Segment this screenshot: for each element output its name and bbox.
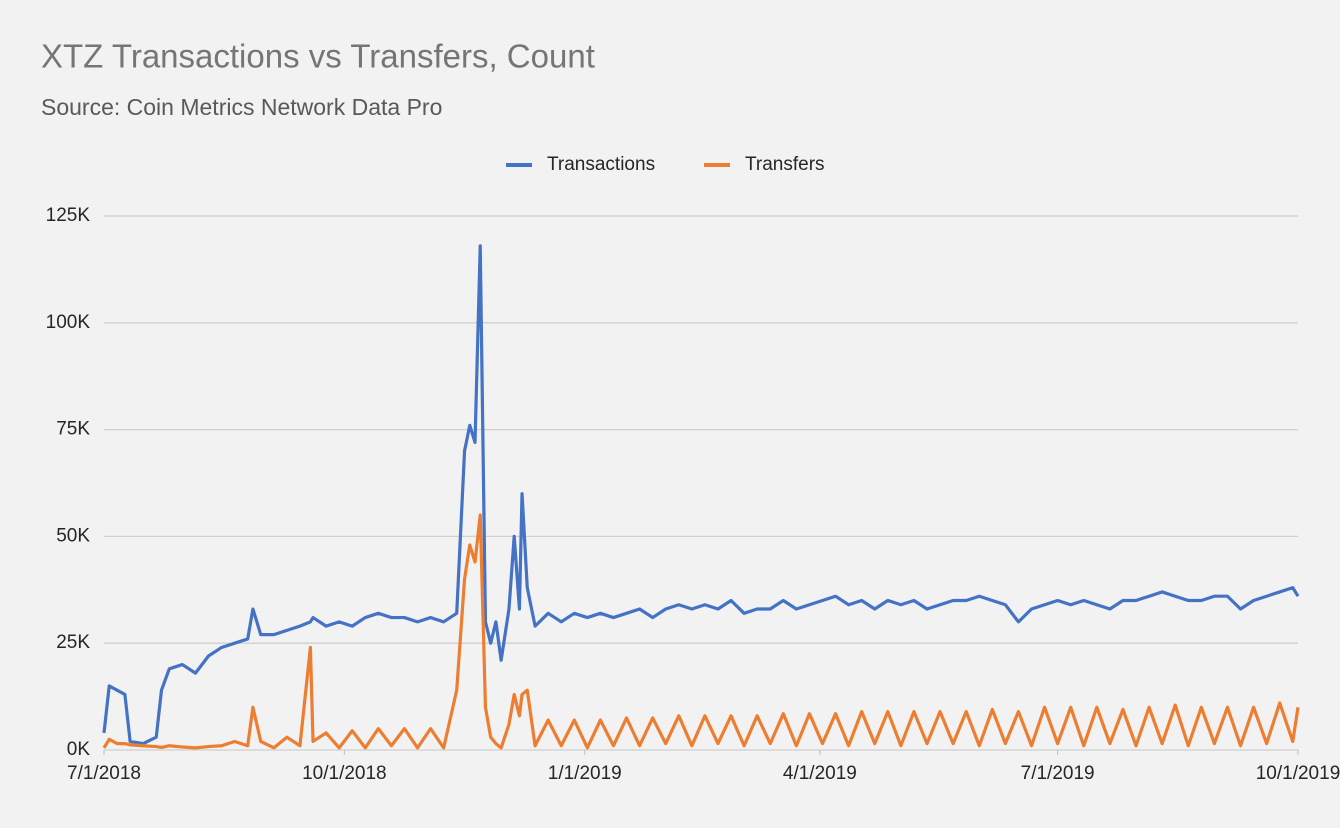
- y-tick-label: 75K: [56, 419, 90, 440]
- y-tick-label: 25K: [56, 632, 90, 653]
- x-tick-label: 1/1/2019: [548, 763, 622, 784]
- y-tick-label: 100K: [46, 312, 91, 333]
- x-tick-label: 10/1/2019: [1256, 763, 1340, 784]
- series-line: [102, 513, 1300, 750]
- legend-label: Transactions: [547, 154, 655, 175]
- x-tick-label: 7/1/2018: [67, 763, 141, 784]
- y-tick-label: 0K: [67, 739, 91, 760]
- y-tick-label: 125K: [46, 205, 91, 226]
- series-line: [102, 244, 1300, 746]
- chart-subtitle: Source: Coin Metrics Network Data Pro: [41, 94, 442, 120]
- chart-title: XTZ Transactions vs Transfers, Count: [41, 38, 595, 75]
- x-tick-label: 10/1/2018: [302, 763, 387, 784]
- x-tick-label: 4/1/2019: [783, 763, 857, 784]
- y-tick-label: 50K: [56, 525, 90, 546]
- x-tick-label: 7/1/2019: [1021, 763, 1095, 784]
- legend-label: Transfers: [745, 154, 825, 175]
